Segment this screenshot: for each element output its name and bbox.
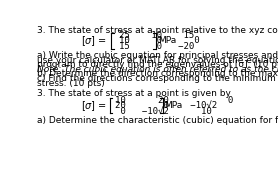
Text: a) Write the cubic equation for principal stresses and determine the principal s: a) Write the cubic equation for principa… bbox=[37, 51, 278, 60]
Text: MPa: MPa bbox=[164, 101, 182, 110]
Text: program to directly find the eigenvalues of [σ]. (10 pts): program to directly find the eigenvalues… bbox=[37, 60, 278, 69]
Text: [$\sigma$] =: [$\sigma$] = bbox=[81, 34, 107, 48]
Text: Note: The cubic equation is often referred to as the characteristic equation.: Note: The cubic equation is often referr… bbox=[37, 65, 278, 74]
Text: 3. The state of stress at a point relative to the xyz coordinate system is given: 3. The state of stress at a point relati… bbox=[37, 26, 278, 35]
Text: 0   −10√2      10: 0 −10√2 10 bbox=[115, 107, 211, 115]
Text: b) Determine the direction corresponding to the maximum principal stress. (5 pts: b) Determine the direction corresponding… bbox=[37, 70, 278, 78]
Text: [$\sigma$] =: [$\sigma$] = bbox=[81, 99, 107, 113]
Text: 25    10    15: 25 10 15 bbox=[119, 31, 195, 40]
Text: c) Find the directions corresponding to the minimum principal stress and the max: c) Find the directions corresponding to … bbox=[37, 74, 278, 83]
Text: 10     0      0: 10 0 0 bbox=[119, 36, 200, 45]
Text: 3. The state of stress at a point is given by: 3. The state of stress at a point is giv… bbox=[37, 89, 231, 98]
Text: 10      20           0: 10 20 0 bbox=[115, 96, 233, 105]
Text: 20       0    −10√2: 20 0 −10√2 bbox=[115, 101, 217, 110]
Text: MPa: MPa bbox=[158, 36, 176, 45]
Text: 15     0   −20: 15 0 −20 bbox=[119, 42, 195, 51]
Text: stress. (10 pts): stress. (10 pts) bbox=[37, 79, 105, 88]
Text: use your calculator or MATLAB for solving the equation but do not use MATLAB or : use your calculator or MATLAB for solvin… bbox=[37, 56, 278, 65]
Text: a) Determine the characteristic (cubic) equation for finding the principal stres: a) Determine the characteristic (cubic) … bbox=[37, 116, 278, 125]
